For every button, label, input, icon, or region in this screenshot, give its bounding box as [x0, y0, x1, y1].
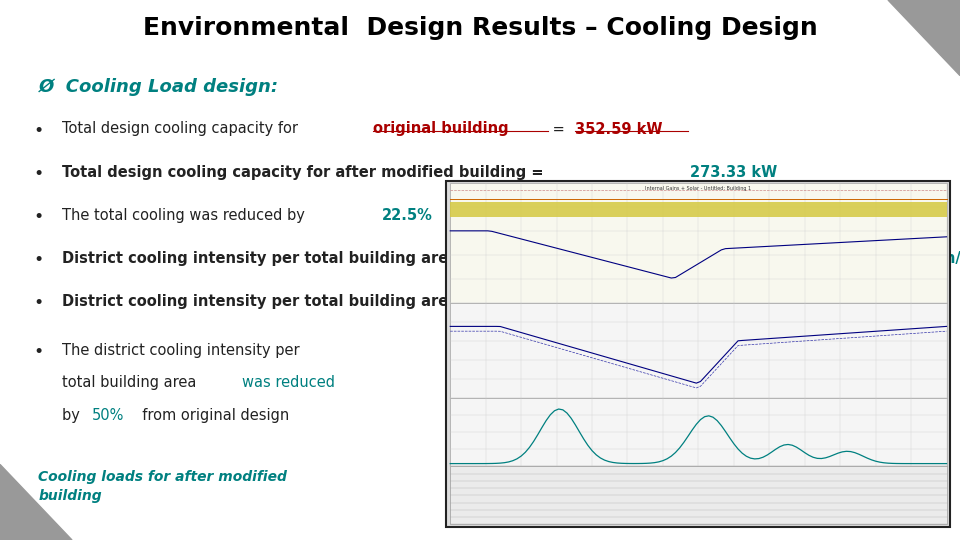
FancyBboxPatch shape [446, 181, 950, 526]
Text: 109.38 KWh/m²: 109.38 KWh/m² [795, 294, 922, 309]
Text: Cooling loads for after modified
building: Cooling loads for after modified buildin… [38, 470, 287, 503]
Text: •: • [33, 294, 43, 312]
Text: Total design cooling capacity for after modified building =: Total design cooling capacity for after … [62, 165, 549, 180]
Polygon shape [888, 0, 960, 76]
Text: The total cooling was reduced by: The total cooling was reduced by [62, 208, 310, 223]
FancyBboxPatch shape [450, 183, 947, 302]
Polygon shape [0, 464, 72, 540]
Text: •: • [33, 122, 43, 139]
Text: •: • [33, 251, 43, 269]
Text: 54.69 KWh/m²: 54.69 KWh/m² [866, 251, 960, 266]
Text: Total design cooling capacity for: Total design cooling capacity for [62, 122, 303, 137]
Text: original design: original design [607, 294, 731, 309]
Text: Environmental  Design Results – Cooling Design: Environmental Design Results – Cooling D… [143, 16, 817, 40]
Text: 50%: 50% [91, 408, 124, 423]
FancyBboxPatch shape [450, 202, 947, 217]
Text: from original design: from original design [447, 208, 599, 223]
Text: from original design: from original design [133, 408, 290, 423]
Text: by: by [62, 408, 84, 423]
FancyBboxPatch shape [450, 467, 947, 524]
Text: 22.5%: 22.5% [382, 208, 433, 223]
Text: Ø  Cooling Load design:: Ø Cooling Load design: [38, 78, 278, 96]
Text: 273.33 kW: 273.33 kW [690, 165, 778, 180]
Text: •: • [33, 208, 43, 226]
Text: Internal Gains + Solar - Untitled: Building 1: Internal Gains + Solar - Untitled: Build… [645, 186, 752, 191]
Text: •: • [33, 165, 43, 183]
Text: original building: original building [372, 122, 509, 137]
Text: =: = [766, 294, 788, 309]
Text: total building area: total building area [62, 375, 202, 390]
FancyBboxPatch shape [450, 302, 947, 398]
Text: 352.59 kW: 352.59 kW [575, 122, 663, 137]
Text: The district cooling intensity per: The district cooling intensity per [62, 343, 300, 358]
Text: •: • [33, 343, 43, 361]
Text: was reduced: was reduced [242, 375, 335, 390]
FancyBboxPatch shape [450, 398, 947, 467]
Text: District cooling intensity per total building area in after modified design =: District cooling intensity per total bui… [62, 251, 685, 266]
Text: District cooling intensity per total building area in: District cooling intensity per total bui… [62, 294, 484, 309]
Text: =: = [548, 122, 569, 137]
